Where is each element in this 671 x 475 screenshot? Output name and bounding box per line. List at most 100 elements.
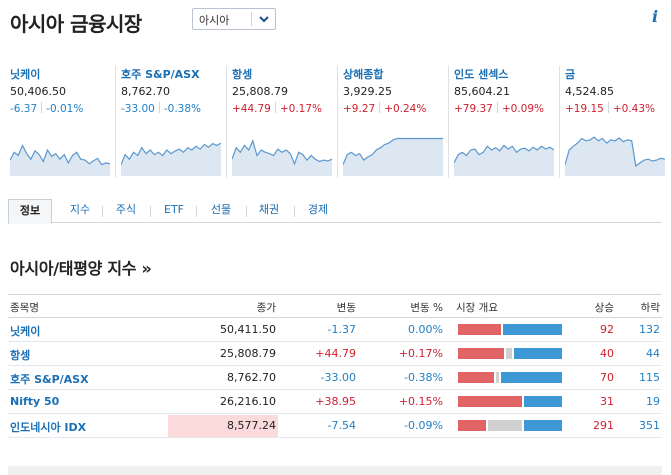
row-change: -1.37 [327, 323, 356, 336]
bottom-divider [8, 466, 662, 475]
card-change-divider [496, 102, 498, 113]
card-name[interactable]: 항셍 [232, 68, 253, 81]
sparkline-chart [232, 139, 332, 176]
card-change-value: +79.37 [454, 103, 493, 115]
tab-separator [246, 206, 247, 217]
row-pct: +0.17% [398, 347, 443, 360]
header-change: 변동 [336, 302, 356, 314]
row-name[interactable]: 인도네시아 IDX [10, 421, 87, 434]
card-change-pct: -0.01% [46, 103, 84, 115]
row-close: 8,762.70 [227, 371, 276, 384]
card-change-value: -33.00 [121, 103, 155, 115]
section-title[interactable]: 아시아/태평양 지수 » [10, 259, 152, 278]
sparkline-chart [343, 137, 443, 176]
card-separator [337, 66, 338, 178]
row-name[interactable]: 닛케이 [10, 325, 41, 338]
tab-1[interactable]: 지수 [69, 203, 91, 216]
region-select[interactable]: 아시아 [192, 8, 276, 30]
card-name[interactable]: 상해종합 [343, 68, 384, 81]
page-header: 아시아 금융시장 아시아 i [10, 8, 662, 38]
table-row[interactable]: 인도네시아 IDX 8,577.24 -7.54 -0.09% 291 351 [8, 414, 662, 438]
breadth-flat [488, 420, 522, 431]
sparkline-area [454, 145, 554, 176]
card-change-pct: -0.38% [163, 103, 202, 115]
sparkline-chart [10, 143, 110, 176]
market-card[interactable]: 금 4,524.85 +19.15 +0.43% [559, 64, 671, 182]
sparkline-chart [565, 136, 665, 176]
breadth-up [458, 396, 522, 407]
row-name[interactable]: 항셍 [10, 349, 31, 362]
row-advancers[interactable]: 31 [600, 395, 614, 408]
market-card[interactable]: 호주 S&P/ASX 8,762.70 -33.00 -0.38% [115, 64, 229, 182]
breadth-up [458, 420, 486, 431]
row-decliners[interactable]: 351 [639, 419, 660, 432]
row-pct: 0.00% [408, 323, 443, 336]
card-change-value: +44.79 [232, 103, 271, 115]
sparkline-line [121, 142, 221, 165]
row-name[interactable]: Nifty 50 [10, 395, 60, 408]
row-decliners[interactable]: 115 [639, 371, 660, 384]
row-change: -33.00 [320, 371, 356, 384]
table-row[interactable]: 항셍 25,808.79 +44.79 +0.17% 40 44 [8, 342, 662, 366]
sparkline-chart [454, 144, 554, 176]
tab-separator [196, 206, 197, 217]
row-decliners[interactable]: 19 [646, 395, 660, 408]
card-name[interactable]: 인도 센섹스 [454, 68, 509, 81]
region-select-value: 아시아 [199, 14, 230, 27]
market-card[interactable]: 상해종합 3,929.25 +9.27 +0.24% [337, 64, 451, 182]
header-overview: 시장 개요 [456, 302, 498, 314]
tab-2[interactable]: 주식 [115, 203, 137, 216]
card-price: 4,524.85 [565, 85, 614, 98]
row-pct: -0.09% [404, 419, 443, 432]
card-change-pct: +0.09% [501, 103, 545, 115]
page-title: 아시아 금융시장 [10, 12, 142, 36]
row-pct: -0.38% [404, 371, 443, 384]
row-decliners[interactable]: 44 [646, 347, 660, 360]
card-separator [115, 66, 116, 178]
row-advancers[interactable]: 70 [600, 371, 614, 384]
header-close: 종가 [256, 302, 276, 314]
market-card[interactable]: 항셍 25,808.79 +44.79 +0.17% [226, 64, 340, 182]
breadth-flat [496, 372, 499, 383]
table-row[interactable]: 호주 S&P/ASX 8,762.70 -33.00 -0.38% 70 115 [8, 366, 662, 390]
row-name[interactable]: 호주 S&P/ASX [10, 373, 89, 386]
chevron-down-icon [259, 16, 269, 23]
card-change-pct: +0.43% [612, 103, 656, 115]
card-change-divider [274, 102, 276, 113]
market-card[interactable]: 닛케이 50,406.50 -6.37 -0.01% [10, 64, 118, 182]
market-breadth-bar [458, 324, 562, 335]
card-name[interactable]: 금 [565, 68, 576, 81]
tab-4[interactable]: 선물 [210, 203, 232, 216]
sparkline-area [232, 140, 332, 176]
market-breadth-bar [458, 372, 562, 383]
market-card[interactable]: 인도 센섹스 85,604.21 +79.37 +0.09% [448, 64, 562, 182]
card-price: 85,604.21 [454, 85, 510, 98]
sparkline-line [10, 143, 110, 166]
info-icon[interactable]: i [651, 7, 659, 26]
row-decliners[interactable]: 132 [639, 323, 660, 336]
tab-3[interactable]: ETF [164, 203, 184, 216]
sparkline-area [10, 145, 110, 176]
tab-6[interactable]: 경제 [307, 203, 329, 216]
card-change-divider [607, 102, 609, 113]
card-change: +44.79 +0.17% [232, 102, 322, 115]
row-change: +38.95 [315, 395, 356, 408]
tab-5[interactable]: 채권 [258, 203, 280, 216]
breadth-down [501, 372, 562, 383]
category-tabs: 정보 지수 주식 ETF 선물 채권 경제 [8, 199, 662, 224]
table-header: 종목명 종가 변동 변동 % 시장 개요 상승 하락 [8, 294, 662, 318]
tab-0[interactable]: 정보 [8, 199, 52, 224]
card-name[interactable]: 호주 S&P/ASX [121, 68, 200, 81]
sparkline-line [565, 136, 665, 168]
table-row[interactable]: 닛케이 50,411.50 -1.37 0.00% 92 132 [8, 318, 662, 342]
table-row[interactable]: Nifty 50 26,216.10 +38.95 +0.15% 31 19 [8, 390, 662, 414]
row-advancers[interactable]: 92 [600, 323, 614, 336]
row-change: -7.54 [327, 419, 356, 432]
card-change-value: +19.15 [565, 103, 604, 115]
card-change: +79.37 +0.09% [454, 102, 544, 115]
row-advancers[interactable]: 40 [600, 347, 614, 360]
card-price: 3,929.25 [343, 85, 392, 98]
breadth-down [514, 348, 562, 359]
row-advancers[interactable]: 291 [593, 419, 614, 432]
card-name[interactable]: 닛케이 [10, 68, 41, 81]
